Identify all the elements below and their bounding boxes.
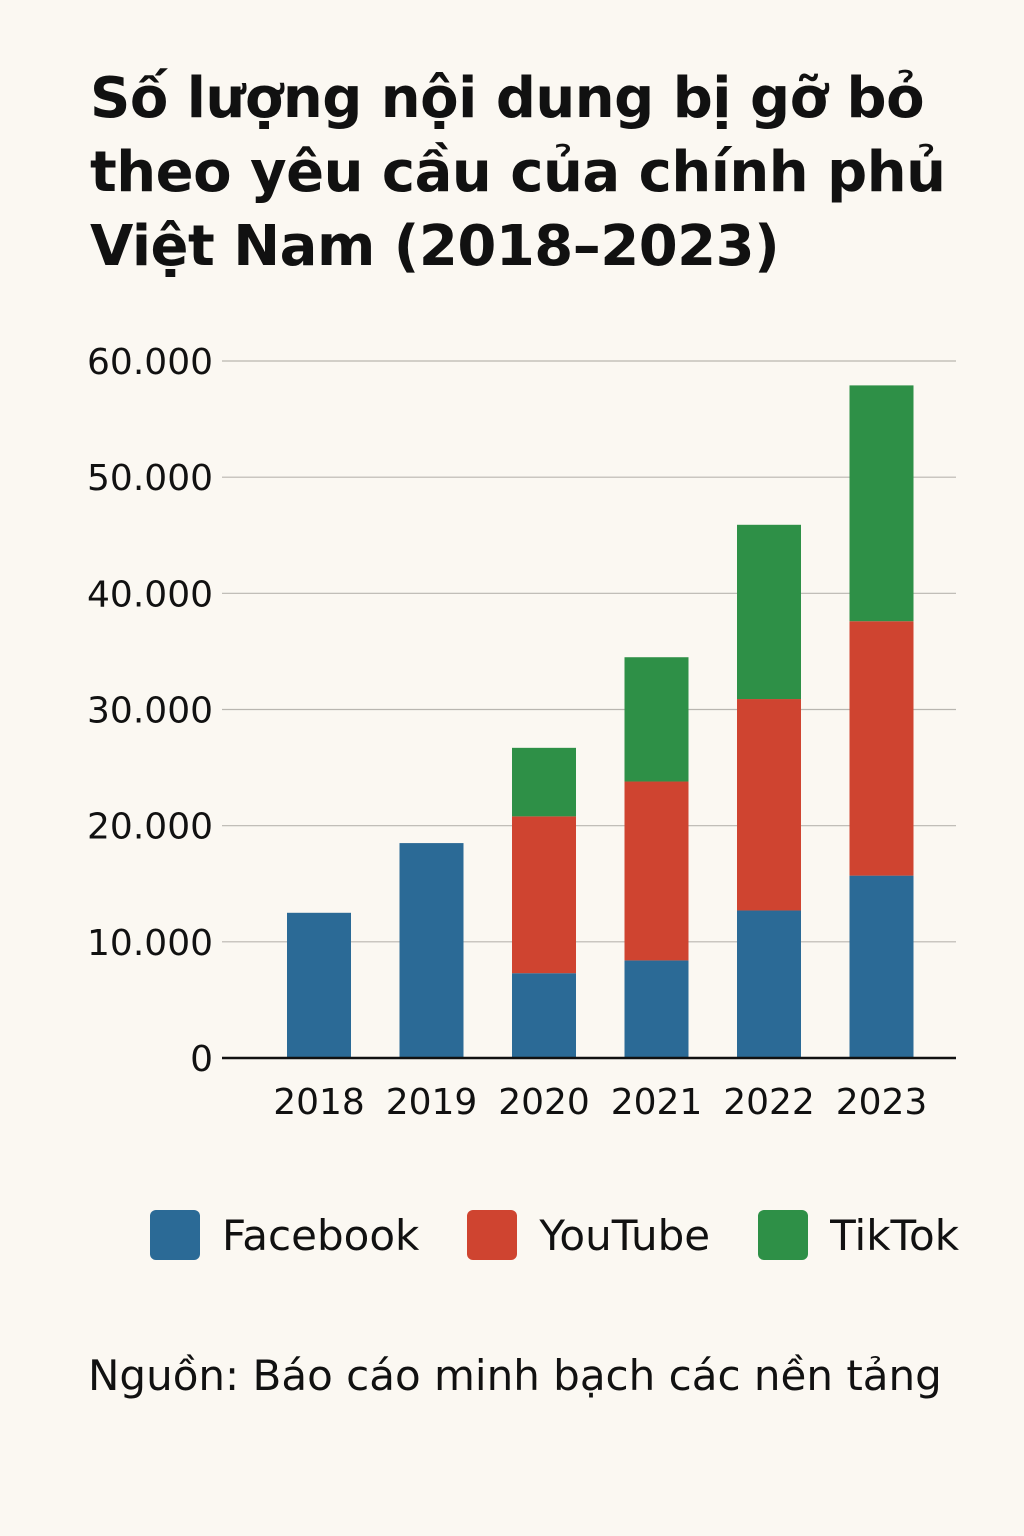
y-tick-label: 30.000 xyxy=(87,691,213,732)
legend-item-tiktok: TikTok xyxy=(758,1210,959,1260)
legend-item-facebook: Facebook xyxy=(150,1210,419,1260)
x-tick-label: 2019 xyxy=(386,1082,478,1123)
bar-tiktok-2023 xyxy=(849,385,914,622)
legend-swatch xyxy=(150,1210,200,1260)
y-tick-label: 20.000 xyxy=(87,807,213,848)
bar-youtube-2021 xyxy=(624,781,689,961)
x-tick-label: 2018 xyxy=(273,1082,365,1123)
bar-facebook-2018 xyxy=(287,912,351,1058)
legend-swatch xyxy=(467,1210,518,1260)
y-tick-label: 40.000 xyxy=(87,574,213,615)
y-tick-label: 10.000 xyxy=(87,923,213,964)
legend-label: Facebook xyxy=(222,1210,420,1260)
y-tick-label: 50.000 xyxy=(87,458,213,499)
bar-facebook-2019 xyxy=(399,843,464,1058)
bar-youtube-2023 xyxy=(849,621,914,876)
chart-legend: Facebook YouTube TikTok xyxy=(150,1200,1010,1270)
x-tick-label: 2021 xyxy=(611,1082,703,1123)
legend-label: TikTok xyxy=(830,1210,960,1260)
bar-tiktok-2022 xyxy=(737,524,801,700)
legend-label: YouTube xyxy=(539,1210,711,1260)
y-tick-label: 0 xyxy=(190,1039,213,1080)
bar-tiktok-2020 xyxy=(512,747,576,817)
bar-youtube-2022 xyxy=(737,699,801,911)
bar-youtube-2020 xyxy=(512,816,576,974)
x-tick-label: 2022 xyxy=(723,1082,815,1123)
bar-facebook-2021 xyxy=(624,960,689,1058)
chart-source-note: Nguồn: Báo cáo minh bạch các nền tảng xyxy=(88,1351,942,1400)
bar-facebook-2023 xyxy=(849,875,914,1058)
bar-facebook-2020 xyxy=(512,973,576,1058)
bar-facebook-2022 xyxy=(737,910,801,1058)
bar-tiktok-2021 xyxy=(624,657,689,782)
x-tick-label: 2023 xyxy=(836,1082,928,1123)
x-tick-label: 2020 xyxy=(498,1082,590,1123)
y-tick-label: 60.000 xyxy=(87,342,213,383)
legend-item-youtube: YouTube xyxy=(467,1210,710,1260)
legend-swatch xyxy=(758,1210,809,1260)
chart-title: Số lượng nội dung bị gỡ bỏ theo yêu cầu … xyxy=(90,66,946,279)
